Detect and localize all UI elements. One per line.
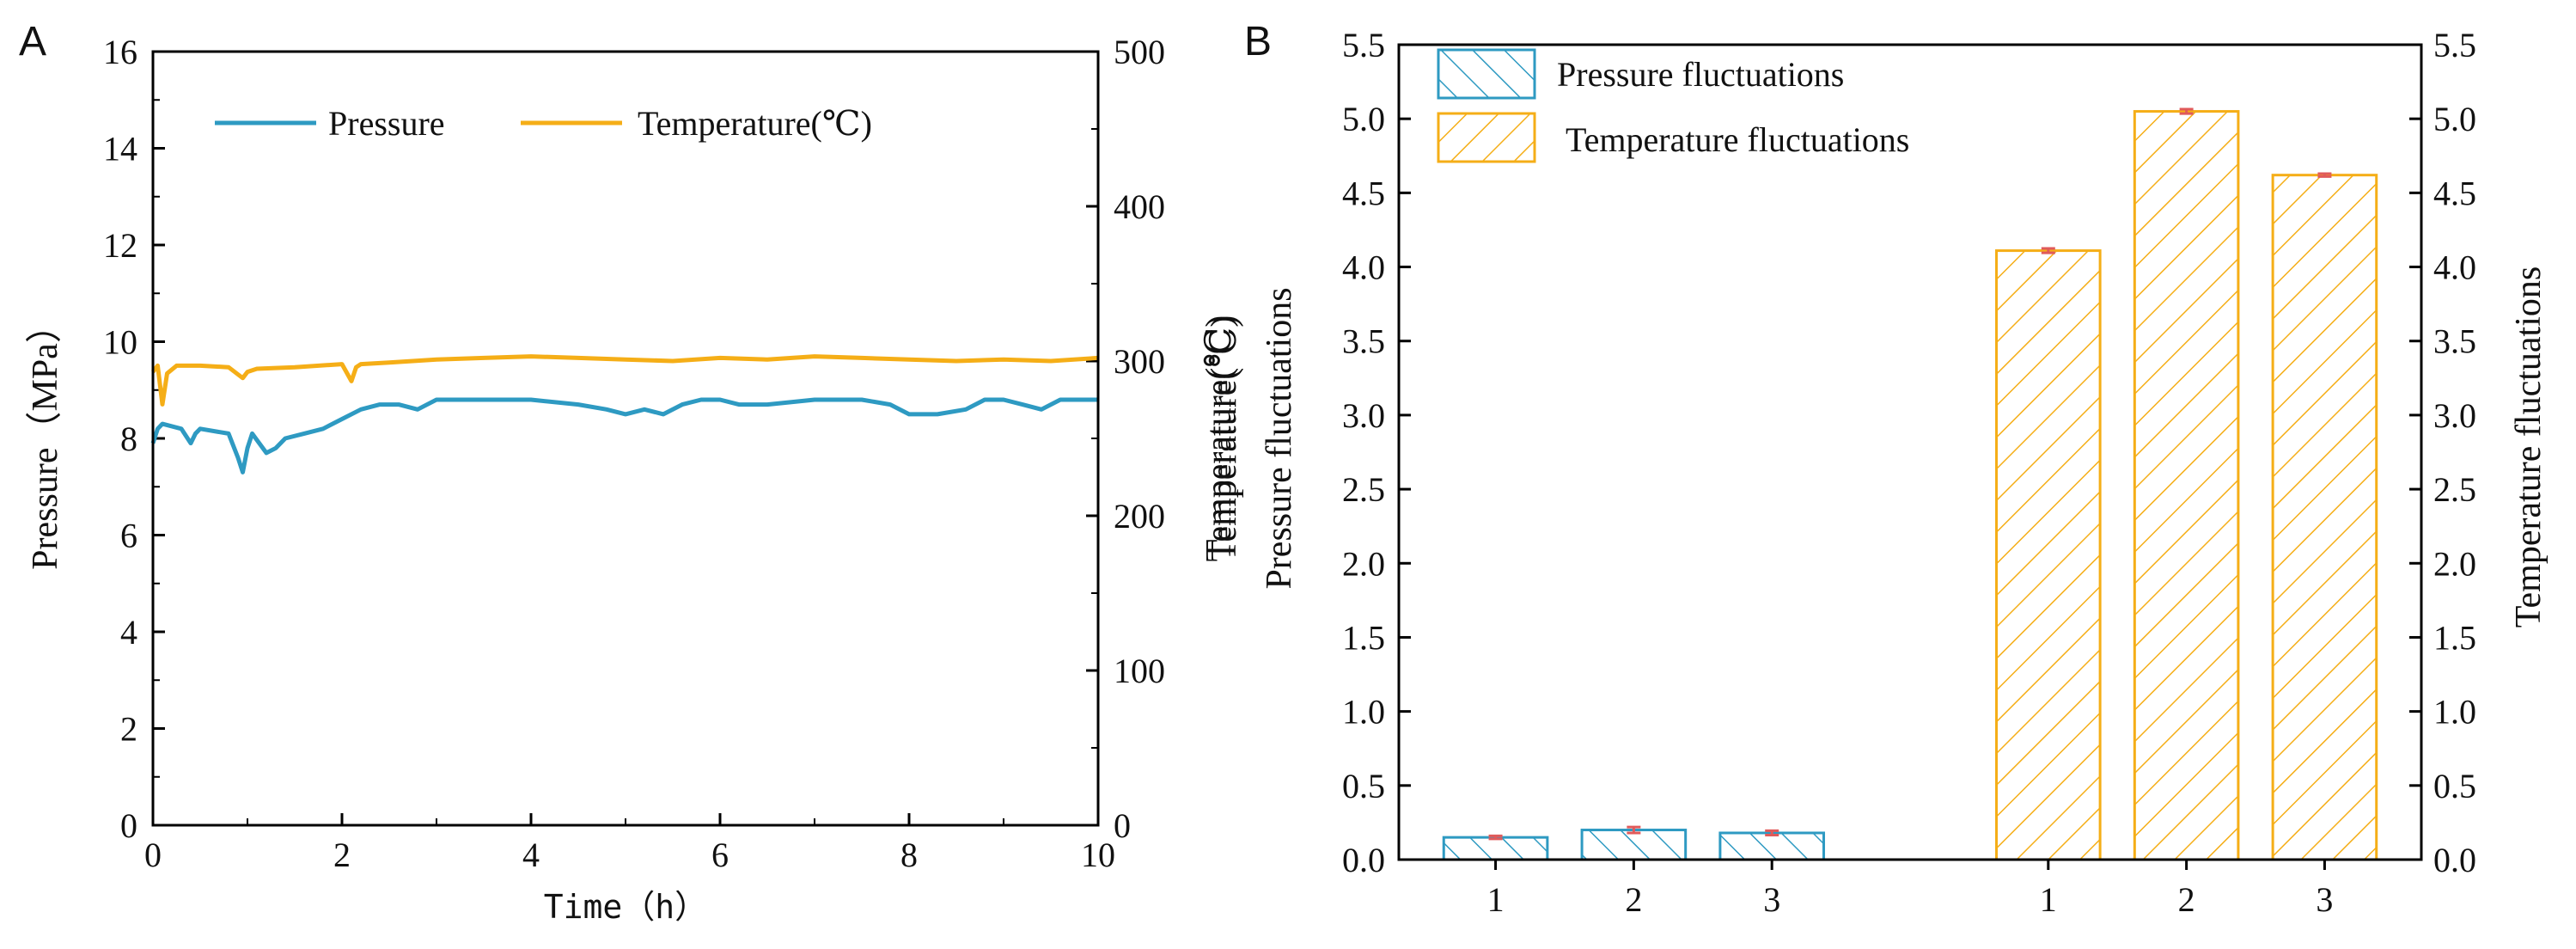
- y2-tick-label: 2.5: [2433, 470, 2476, 509]
- panel-b-overlay-axis-label: Temperature(℃): [1205, 315, 1244, 562]
- y2-tick-label: 4.0: [2433, 248, 2476, 287]
- legend-pressure-label: Pressure: [328, 104, 445, 143]
- y-tick-label: 1.5: [1342, 618, 1385, 657]
- panel-a-y-axis-label: Pressure（MPa）: [26, 307, 65, 570]
- y2-tick-label: 200: [1114, 497, 1165, 536]
- y-tick-label: 14: [103, 130, 137, 168]
- panel-b-label: B: [1244, 19, 1272, 64]
- pressure-fluct-bar: [1442, 836, 1549, 861]
- legend-temperature-fluct-label: Temperature fluctuations: [1566, 120, 1909, 159]
- y2-tick-label: 300: [1114, 342, 1165, 381]
- panel-b-legend: Pressure fluctuations Temperature fluctu…: [1437, 48, 1909, 163]
- y2-tick-label: 2.0: [2433, 544, 2476, 583]
- y2-tick-label: 100: [1114, 652, 1165, 690]
- y-tick-label: 2.0: [1342, 544, 1385, 583]
- y-tick-label: 3.0: [1342, 396, 1385, 435]
- y-tick-label: 2.5: [1342, 470, 1385, 509]
- temperature-fluct-bar: [2271, 174, 2378, 861]
- panel-b-y-axis-label: Pressure fluctuations: [1260, 287, 1299, 589]
- x-tick-label: 2: [2178, 880, 2195, 919]
- y2-tick-label: 1.0: [2433, 693, 2476, 732]
- y-tick-label: 1.0: [1342, 693, 1385, 732]
- panel-b-y2-axis-label: Temperature fluctuations: [2509, 266, 2549, 628]
- panel-b-plot-frame: [1397, 43, 2423, 861]
- panel-a-x-axis-label: Time（h）: [544, 888, 707, 926]
- pressure-line: [150, 397, 1098, 474]
- y-tick-label: 4: [120, 613, 137, 652]
- panel-a-legend: Pressure Temperature(℃): [215, 104, 872, 143]
- y-tick-label: 0.5: [1342, 767, 1385, 805]
- y2-tick-label: 4.5: [2433, 174, 2476, 212]
- panel-a-y2-axis-label: Temperature(℃): [1199, 315, 1239, 562]
- pressure-fluct-bar: [1580, 829, 1688, 861]
- y-tick-label: 0.0: [1342, 841, 1385, 879]
- temperature-line: [151, 354, 1099, 407]
- y2-tick-label: 500: [1114, 33, 1165, 71]
- y-tick-label: 3.5: [1342, 322, 1385, 361]
- y-tick-label: 0: [120, 806, 137, 845]
- y-tick-label: 2: [120, 710, 137, 749]
- y2-tick-label: 400: [1114, 187, 1165, 226]
- x-tick-label: 3: [2316, 880, 2333, 919]
- y2-tick-label: 5.5: [2433, 26, 2476, 64]
- y2-tick-label: 0: [1114, 806, 1131, 845]
- x-tick-label: 10: [1081, 836, 1115, 874]
- temperature-fluct-bar: [1995, 249, 2102, 861]
- pressure-fluct-bar: [1718, 831, 1825, 861]
- y2-tick-label: 5.0: [2433, 100, 2476, 138]
- y-tick-label: 16: [103, 33, 137, 71]
- y-tick-label: 8: [120, 419, 137, 458]
- legend-temperature-fluct-swatch: [1437, 112, 1536, 163]
- x-tick-label: 3: [1763, 880, 1780, 919]
- panel-b-bar-chart: B 0.0 0.0 0.5 0.5 1.0 1.0 1.5 1.5 2.0 2.0 2.5 2.5 3.…: [1205, 19, 2549, 919]
- y-tick-label: 4.5: [1342, 174, 1385, 212]
- y-tick-label: 4.0: [1342, 248, 1385, 287]
- y2-tick-label: 3.0: [2433, 396, 2476, 435]
- y2-tick-label: 3.5: [2433, 322, 2476, 361]
- x-tick-label: 1: [2040, 880, 2057, 919]
- x-tick-label: 8: [900, 836, 918, 874]
- x-tick-label: 1: [1487, 880, 1505, 919]
- y2-tick-label: 1.5: [2433, 618, 2476, 657]
- y-tick-label: 5.5: [1342, 26, 1385, 64]
- y-tick-label: 10: [103, 323, 137, 362]
- legend-pressure-fluct-swatch: [1437, 48, 1536, 100]
- y2-tick-label: 0.0: [2433, 841, 2476, 879]
- y2-tick-label: 0.5: [2433, 767, 2476, 805]
- y-tick-label: 5.0: [1342, 100, 1385, 138]
- legend-temperature-label: Temperature(℃): [638, 104, 872, 143]
- y-tick-label: 6: [120, 517, 137, 555]
- x-tick-label: 0: [144, 836, 162, 874]
- legend-pressure-fluct-label: Pressure fluctuations: [1557, 55, 1844, 94]
- temperature-fluct-bar: [2133, 110, 2240, 861]
- y-tick-label: 12: [103, 226, 137, 265]
- x-tick-label: 2: [1625, 880, 1642, 919]
- x-tick-label: 4: [522, 836, 540, 874]
- x-tick-label: 6: [711, 836, 729, 874]
- panel-a-plot-frame: [151, 50, 1100, 827]
- panel-a-label: A: [19, 19, 46, 64]
- x-tick-label: 2: [333, 836, 351, 874]
